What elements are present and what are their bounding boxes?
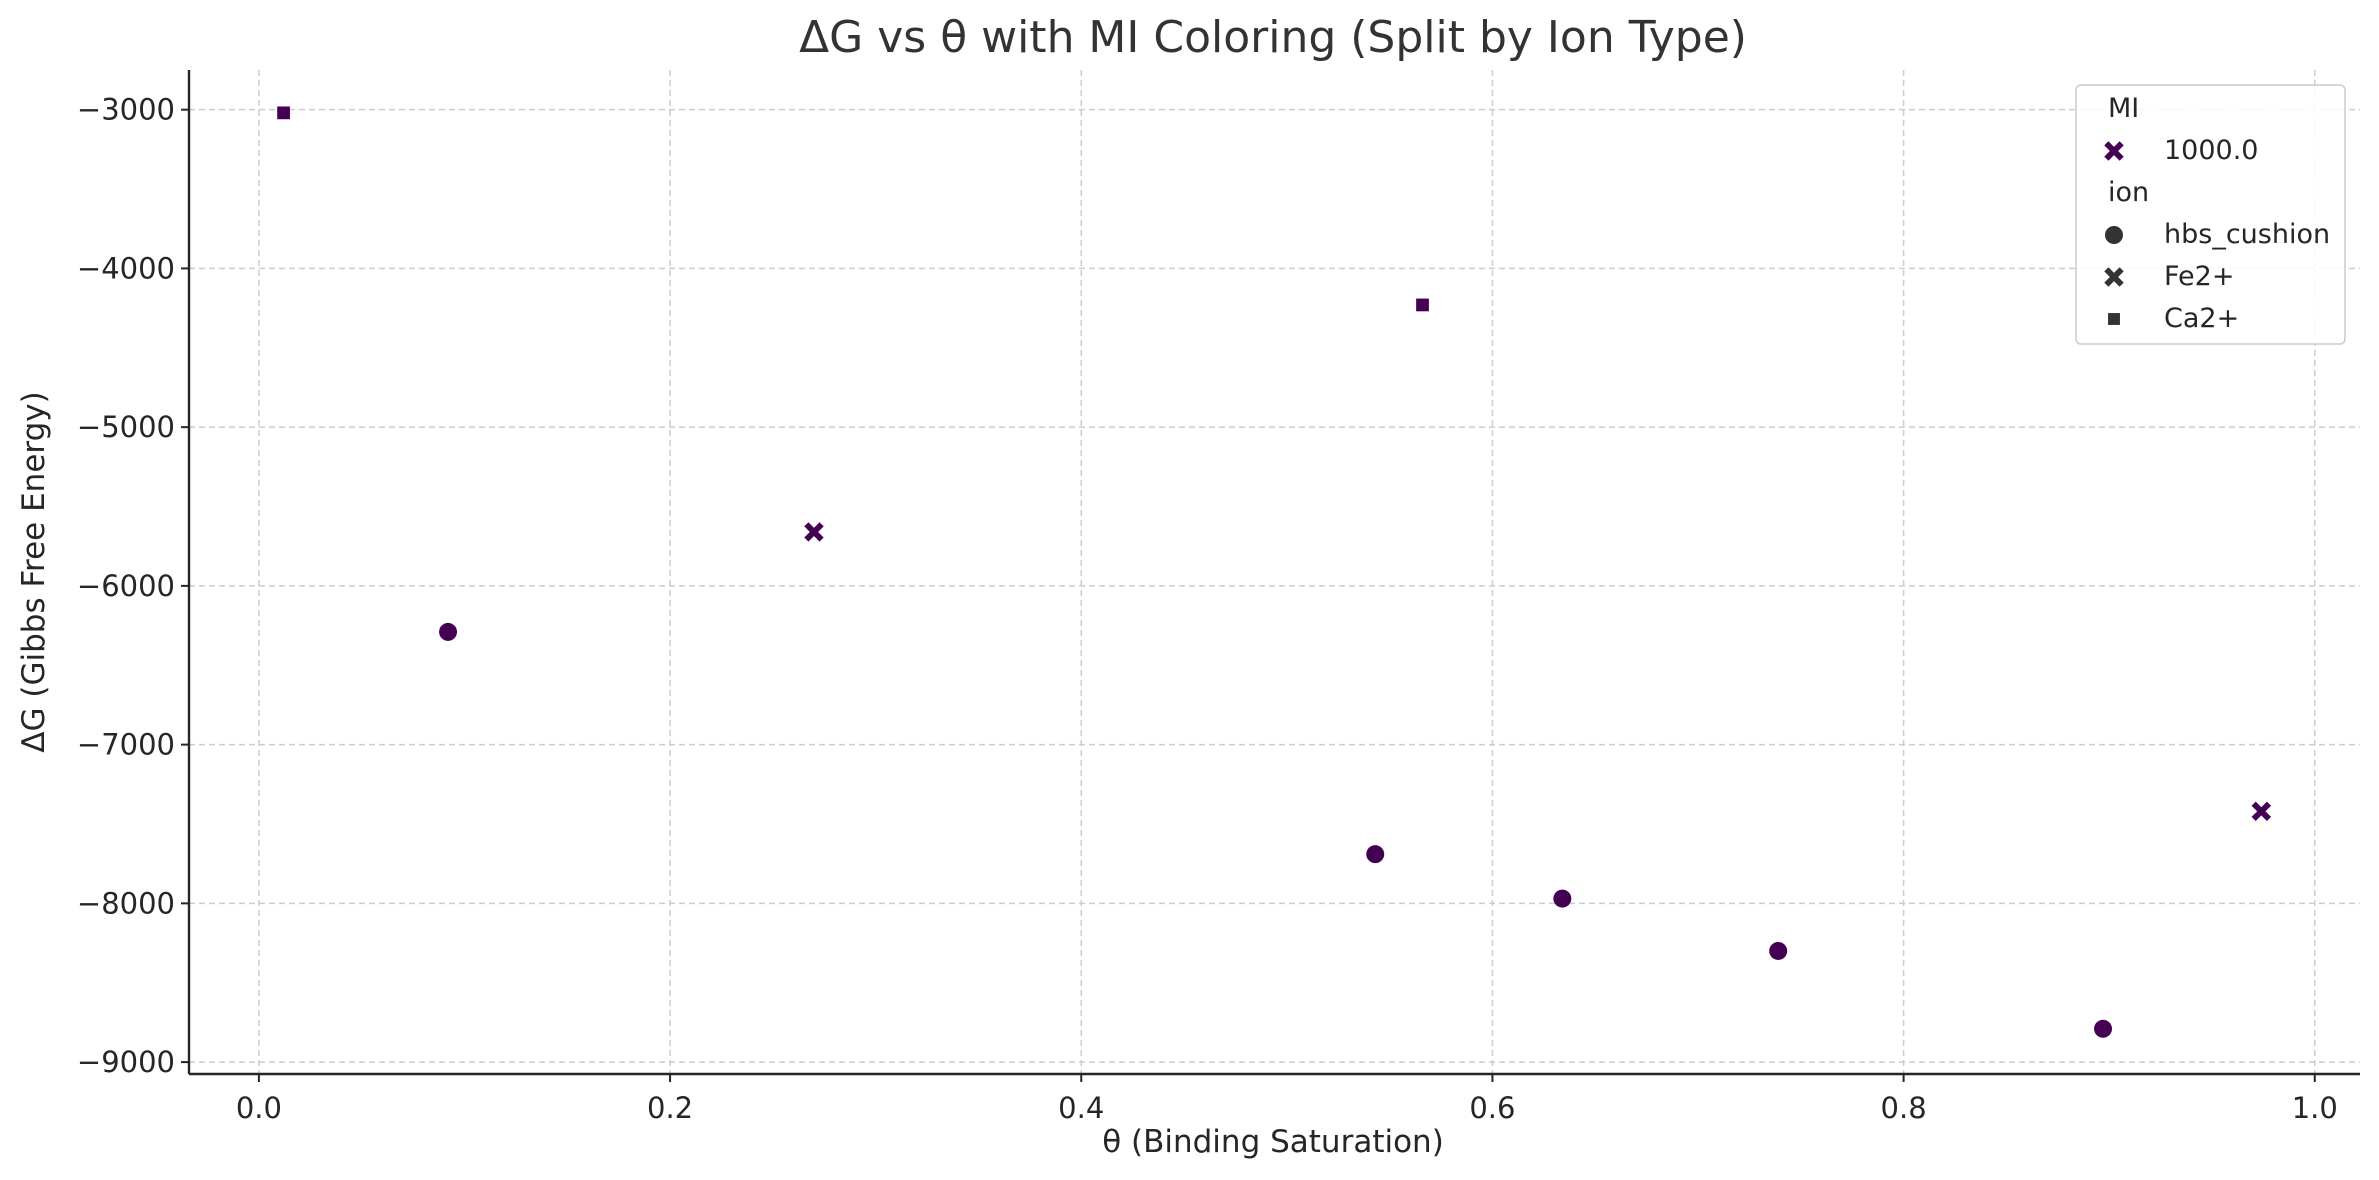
legend-label-fe2: Fe2+	[2164, 261, 2234, 292]
y-tick-label: −7000	[77, 728, 175, 762]
x-axis-label: θ (Binding Saturation)	[1102, 1124, 1444, 1160]
legend-marker-ca2	[2108, 313, 2120, 325]
point-hbs-cushion	[1366, 845, 1385, 864]
chart-title: ΔG vs θ with MI Coloring (Split by Ion T…	[799, 12, 1747, 63]
legend-marker-fe2	[2104, 267, 2124, 287]
y-tick-label: −5000	[77, 410, 175, 444]
legend-marker-hbs-cushion	[2105, 226, 2123, 244]
point-ca2	[277, 106, 290, 120]
y-tick-label: −6000	[77, 569, 175, 603]
y-tick-label: −4000	[77, 251, 175, 285]
legend-x-icon	[2104, 267, 2124, 287]
grid	[189, 70, 2360, 1074]
x-tick-label: 1.0	[2292, 1091, 2338, 1125]
point-hbs-cushion	[2094, 1019, 2113, 1038]
legend: MI 1000.0 ion hbs_cushion Fe2+ Ca2+	[2075, 84, 2346, 345]
legend-hue-marker	[2104, 141, 2124, 161]
data-points	[277, 106, 2272, 1038]
x-tick-label: 0.6	[1469, 1091, 1515, 1125]
x-tick-label: 0.2	[647, 1091, 693, 1125]
y-tick-label: −8000	[77, 886, 175, 920]
legend-label-hbs-cushion: hbs_cushion	[2164, 219, 2330, 250]
point-fe2	[2251, 801, 2272, 822]
legend-style-title: ion	[2108, 177, 2149, 208]
y-axis-label: ΔG (Gibbs Free Energy)	[16, 391, 52, 752]
point-hbs-cushion	[1553, 889, 1572, 908]
x-tick-label: 0.0	[236, 1091, 282, 1125]
y-ticks: −3000 −4000 −5000 −6000 −7000 −8000 −9000	[77, 93, 189, 1079]
point-hbs-cushion	[439, 622, 458, 641]
x-tick-label: 0.4	[1058, 1091, 1104, 1125]
legend-circle-icon	[2105, 226, 2123, 244]
x-tick-label: 0.8	[1881, 1091, 1927, 1125]
x-ticks: 0.0 0.2 0.4 0.6 0.8 1.0	[236, 1074, 2338, 1125]
y-tick-label: −9000	[77, 1045, 175, 1079]
point-fe2	[804, 522, 824, 542]
legend-label-ca2: Ca2+	[2164, 303, 2239, 334]
y-tick-label: −3000	[77, 93, 175, 127]
point-hbs-cushion	[1769, 941, 1788, 960]
legend-square-icon	[2108, 313, 2120, 325]
legend-x-icon	[2104, 141, 2124, 161]
point-ca2	[1416, 298, 1429, 312]
axes	[187, 70, 2360, 1076]
legend-frame	[2075, 84, 2346, 345]
legend-hue-title: MI	[2108, 93, 2139, 124]
legend-hue-label: 1000.0	[2164, 135, 2258, 166]
